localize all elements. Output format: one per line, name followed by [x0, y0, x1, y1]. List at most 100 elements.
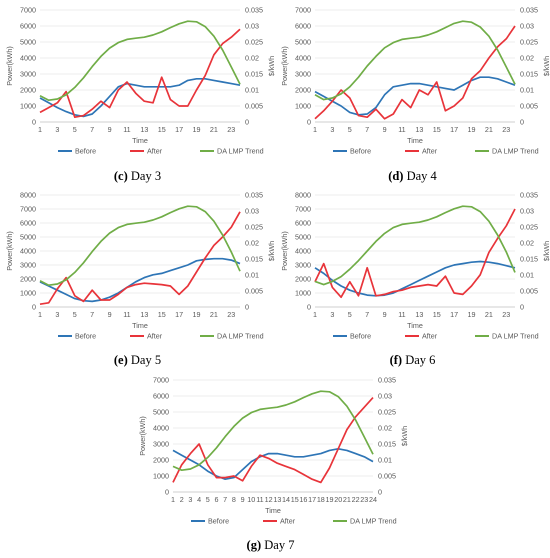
- y2-axis-title: $/kWh: [267, 241, 276, 261]
- x-tick-label: 7: [365, 125, 369, 134]
- x-tick-label: 19: [193, 310, 201, 319]
- y2-tick-label: 0.035: [245, 6, 263, 15]
- series-line-after: [39, 28, 241, 119]
- y2-tick-label: 0.005: [245, 102, 263, 111]
- x-tick-label: 13: [140, 125, 148, 134]
- y-tick-label: 0: [32, 303, 36, 312]
- x-tick-label: 10: [247, 495, 255, 504]
- x-tick-label: 11: [256, 495, 263, 504]
- y2-tick-label: 0.03: [245, 22, 259, 31]
- chart-f: 0 1000 2000 3000 4000 5000 6000 7000 8000 0 0.005 0…: [280, 191, 550, 341]
- series-line-da-lmp-trend: [172, 390, 374, 472]
- series-line-before: [172, 447, 374, 481]
- y-tick-label: 0: [165, 488, 169, 497]
- caption-letter: (d): [388, 169, 404, 183]
- x-tick-label: 3: [330, 310, 334, 319]
- x-tick-label: 1: [171, 495, 175, 504]
- y-tick-label: 2000: [20, 275, 36, 284]
- legend-label: After: [147, 147, 163, 156]
- x-tick-label: 21: [210, 125, 218, 134]
- y-axis-title: Power(kWh): [138, 416, 147, 456]
- legend-label: Before: [75, 147, 96, 156]
- chart-g: 0 1000 2000 3000 4000 5000 6000 7000 0 0.005 0.01 0…: [138, 376, 409, 526]
- y-tick-label: 3000: [20, 70, 36, 79]
- y-axis-title: Power(kWh): [5, 231, 14, 271]
- legend-label: Before: [208, 517, 229, 526]
- y-tick-label: 1000: [153, 472, 169, 481]
- legend-label: DA LMP Trend: [350, 517, 397, 526]
- x-tick-label: 3: [55, 125, 59, 134]
- y2-tick-label: 0.005: [520, 102, 538, 111]
- y-axis-title: Power(kWh): [280, 46, 289, 86]
- y-tick-label: 7000: [20, 6, 36, 15]
- x-tick-label: 3: [330, 125, 334, 134]
- y-tick-label: 4000: [295, 247, 311, 256]
- x-tick-label: 3: [188, 495, 192, 504]
- x-axis-title: Time: [407, 136, 423, 145]
- x-tick-label: 12: [265, 495, 273, 504]
- x-tick-label: 1: [38, 125, 42, 134]
- x-tick-label: 17: [450, 125, 458, 134]
- y2-axis-title: $/kWh: [400, 426, 409, 446]
- y-tick-label: 4000: [153, 424, 169, 433]
- x-axis-title: Time: [407, 321, 423, 330]
- y2-tick-label: 0.005: [245, 287, 263, 296]
- y2-tick-label: 0.025: [378, 408, 396, 417]
- x-tick-label: 1: [313, 125, 317, 134]
- x-tick-label: 7: [223, 495, 227, 504]
- caption-e: (e) Day 5: [0, 353, 275, 368]
- x-tick-label: 11: [398, 310, 405, 319]
- legend-label: Before: [75, 332, 96, 341]
- y2-axis-title: $/kWh: [267, 56, 276, 76]
- y-tick-label: 0: [307, 118, 311, 127]
- x-tick-label: 9: [383, 125, 387, 134]
- y2-tick-label: 0.015: [520, 255, 538, 264]
- legend-label: After: [147, 332, 163, 341]
- x-tick-label: 7: [90, 310, 94, 319]
- legend-label: DA LMP Trend: [217, 332, 264, 341]
- y-tick-label: 0: [32, 118, 36, 127]
- caption-c: (c) Day 3: [0, 169, 275, 184]
- caption-letter: (g): [246, 538, 262, 552]
- x-tick-label: 5: [73, 125, 77, 134]
- y2-tick-label: 0.025: [245, 38, 263, 47]
- caption-letter: (e): [113, 353, 128, 367]
- x-tick-label: 19: [468, 125, 476, 134]
- legend-label: After: [422, 147, 438, 156]
- y-tick-label: 0: [307, 303, 311, 312]
- y-tick-label: 7000: [20, 205, 36, 214]
- y-tick-label: 1000: [20, 289, 36, 298]
- y-tick-label: 7000: [153, 376, 169, 385]
- x-tick-label: 19: [193, 125, 201, 134]
- x-tick-label: 23: [502, 125, 510, 134]
- y-tick-label: 2000: [295, 86, 311, 95]
- y2-tick-label: 0: [378, 488, 382, 497]
- caption-d: (d) Day 4: [275, 169, 550, 184]
- x-tick-label: 13: [140, 310, 148, 319]
- y2-tick-label: 0.02: [378, 424, 392, 433]
- legend-label: Before: [350, 332, 371, 341]
- caption-f: (f) Day 6: [275, 353, 550, 368]
- x-tick-label: 21: [210, 310, 218, 319]
- series-line-after: [172, 397, 374, 484]
- x-tick-label: 22: [352, 495, 360, 504]
- y-tick-label: 6000: [295, 22, 311, 31]
- y-tick-label: 5000: [20, 233, 36, 242]
- y2-tick-label: 0: [520, 118, 524, 127]
- series-line-after: [39, 211, 241, 306]
- y2-tick-label: 0.02: [245, 239, 259, 248]
- x-tick-label: 7: [365, 310, 369, 319]
- y2-tick-label: 0.03: [245, 207, 259, 216]
- caption-g: (g) Day 7: [133, 538, 408, 553]
- chart-c: 0 1000 2000 3000 4000 5000 6000 7000 0 0.005 0.01 0…: [5, 6, 276, 156]
- x-axis-title: Time: [132, 321, 148, 330]
- x-tick-label: 9: [383, 310, 387, 319]
- x-tick-label: 9: [108, 125, 112, 134]
- x-tick-label: 7: [90, 125, 94, 134]
- x-tick-label: 17: [175, 125, 183, 134]
- series-line-da-lmp-trend: [314, 205, 516, 286]
- y2-tick-label: 0.03: [520, 22, 534, 31]
- x-tick-label: 15: [433, 125, 441, 134]
- x-tick-label: 6: [214, 495, 218, 504]
- y2-tick-label: 0.02: [245, 54, 259, 63]
